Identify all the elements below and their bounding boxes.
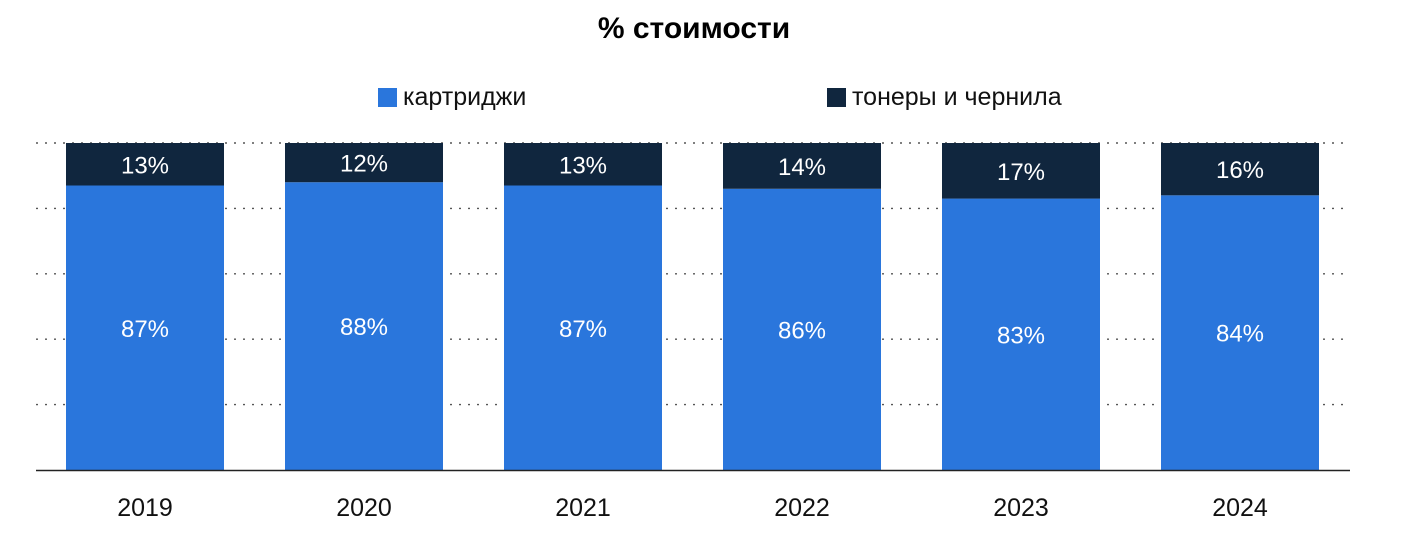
x-tick-label-2022: 2022 [774, 494, 830, 522]
x-tick-label-2021: 2021 [555, 494, 611, 522]
bar-2024-series-0 [1161, 195, 1319, 470]
x-tick-label-2020: 2020 [336, 494, 392, 522]
bar-2022-series-0 [723, 188, 881, 470]
bar-2022-series-1 [723, 143, 881, 189]
data-label-2023-series-0: 83% [997, 322, 1045, 349]
x-tick-label-2023: 2023 [993, 494, 1049, 522]
bar-2019-series-0 [66, 185, 224, 470]
data-label-2020-series-0: 88% [340, 314, 388, 341]
data-label-2021-series-1: 13% [559, 152, 607, 179]
data-label-2022-series-0: 86% [778, 317, 826, 344]
x-tick-label-2024: 2024 [1212, 494, 1268, 522]
data-label-2023-series-1: 17% [997, 159, 1045, 186]
data-label-2024-series-0: 84% [1216, 321, 1264, 348]
bar-2021-series-0 [504, 185, 662, 470]
legend-swatch-toners-inks [827, 87, 846, 107]
bar-2023-series-0 [942, 198, 1100, 470]
bar-2021-series-1 [504, 143, 662, 186]
legend-label-toners-inks: тонеры и чернила [852, 82, 1062, 111]
legend-item-cartridges[interactable]: картриджи [378, 82, 526, 112]
bar-2019-series-1 [66, 143, 224, 186]
legend-swatch-cartridges [378, 87, 397, 107]
legend: картриджи тонеры и чернила [0, 82, 1408, 112]
x-tick-label-2019: 2019 [117, 494, 173, 522]
data-label-2024-series-1: 16% [1216, 157, 1264, 184]
bar-2020-series-0 [285, 182, 443, 471]
data-label-2021-series-0: 87% [559, 316, 607, 343]
legend-item-toners-inks[interactable]: тонеры и чернила [827, 82, 1062, 112]
data-label-2020-series-1: 12% [340, 151, 388, 178]
chart-title: % стоимости [597, 12, 791, 45]
bar-2023-series-1 [942, 143, 1100, 199]
bar-2024-series-1 [1161, 143, 1319, 196]
data-label-2022-series-1: 14% [778, 154, 826, 181]
data-label-2019-series-0: 87% [121, 316, 169, 343]
bar-2020-series-1 [285, 143, 443, 183]
data-label-2019-series-1: 13% [121, 152, 169, 179]
legend-label-cartridges: картриджи [403, 82, 527, 111]
